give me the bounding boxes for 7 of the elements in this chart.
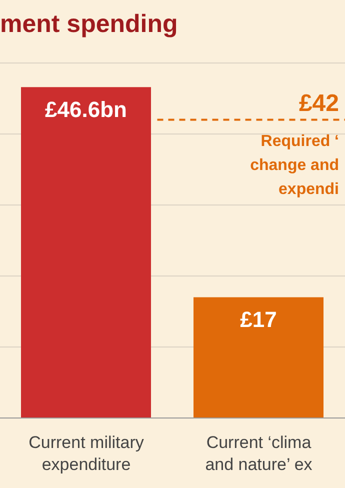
x-tick-label: Current ‘clima and nature’ ex [205,433,313,474]
annotation: Required ‘ change and expendi [250,132,339,198]
data-label: £17 [240,306,277,332]
x-tick-label: Current military expenditure [28,433,144,474]
ref-line-label: £42 [298,90,339,117]
data-label: £46.6bn [45,96,127,122]
chart-title: ment spending [0,10,178,39]
